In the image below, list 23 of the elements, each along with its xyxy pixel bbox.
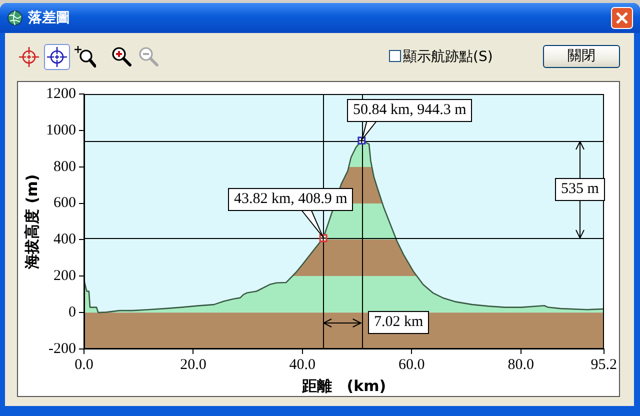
y-axis-title: 海拔高度 (m) [22, 174, 41, 270]
y-tick-label: 1000 [46, 122, 76, 138]
y-tick-label: 200 [54, 268, 76, 284]
text: 顯示航跡點(S) [403, 48, 493, 67]
y-tick-label: -200 [48, 340, 76, 357]
x-tick-label: 0.0 [74, 356, 94, 373]
y-tick-label: 600 [54, 195, 76, 212]
x-axis-title: 距離 (km) [300, 376, 386, 395]
annotation: 50.84 km, 944.3 m [347, 99, 472, 122]
annotation: 535 m [555, 178, 605, 201]
annotation: 43.82 km, 408.9 m [228, 188, 354, 211]
chart-title: 落差圖 [28, 9, 70, 28]
x-tick-label: 80.0 [508, 356, 534, 373]
button: 關閉 [543, 45, 620, 68]
y-tick-label: 1200 [46, 86, 76, 102]
x-tick-label: 20.0 [180, 356, 206, 373]
y-tick-label: 0 [68, 304, 76, 321]
x-tick-label: 60.0 [398, 356, 425, 373]
y-tick-label: 400 [54, 232, 76, 248]
x-tick-label: 40.0 [289, 356, 316, 373]
annotation: 7.02 km [368, 311, 430, 334]
x-tick-label: 95.2 [590, 356, 617, 373]
y-tick-label: 800 [54, 158, 76, 175]
